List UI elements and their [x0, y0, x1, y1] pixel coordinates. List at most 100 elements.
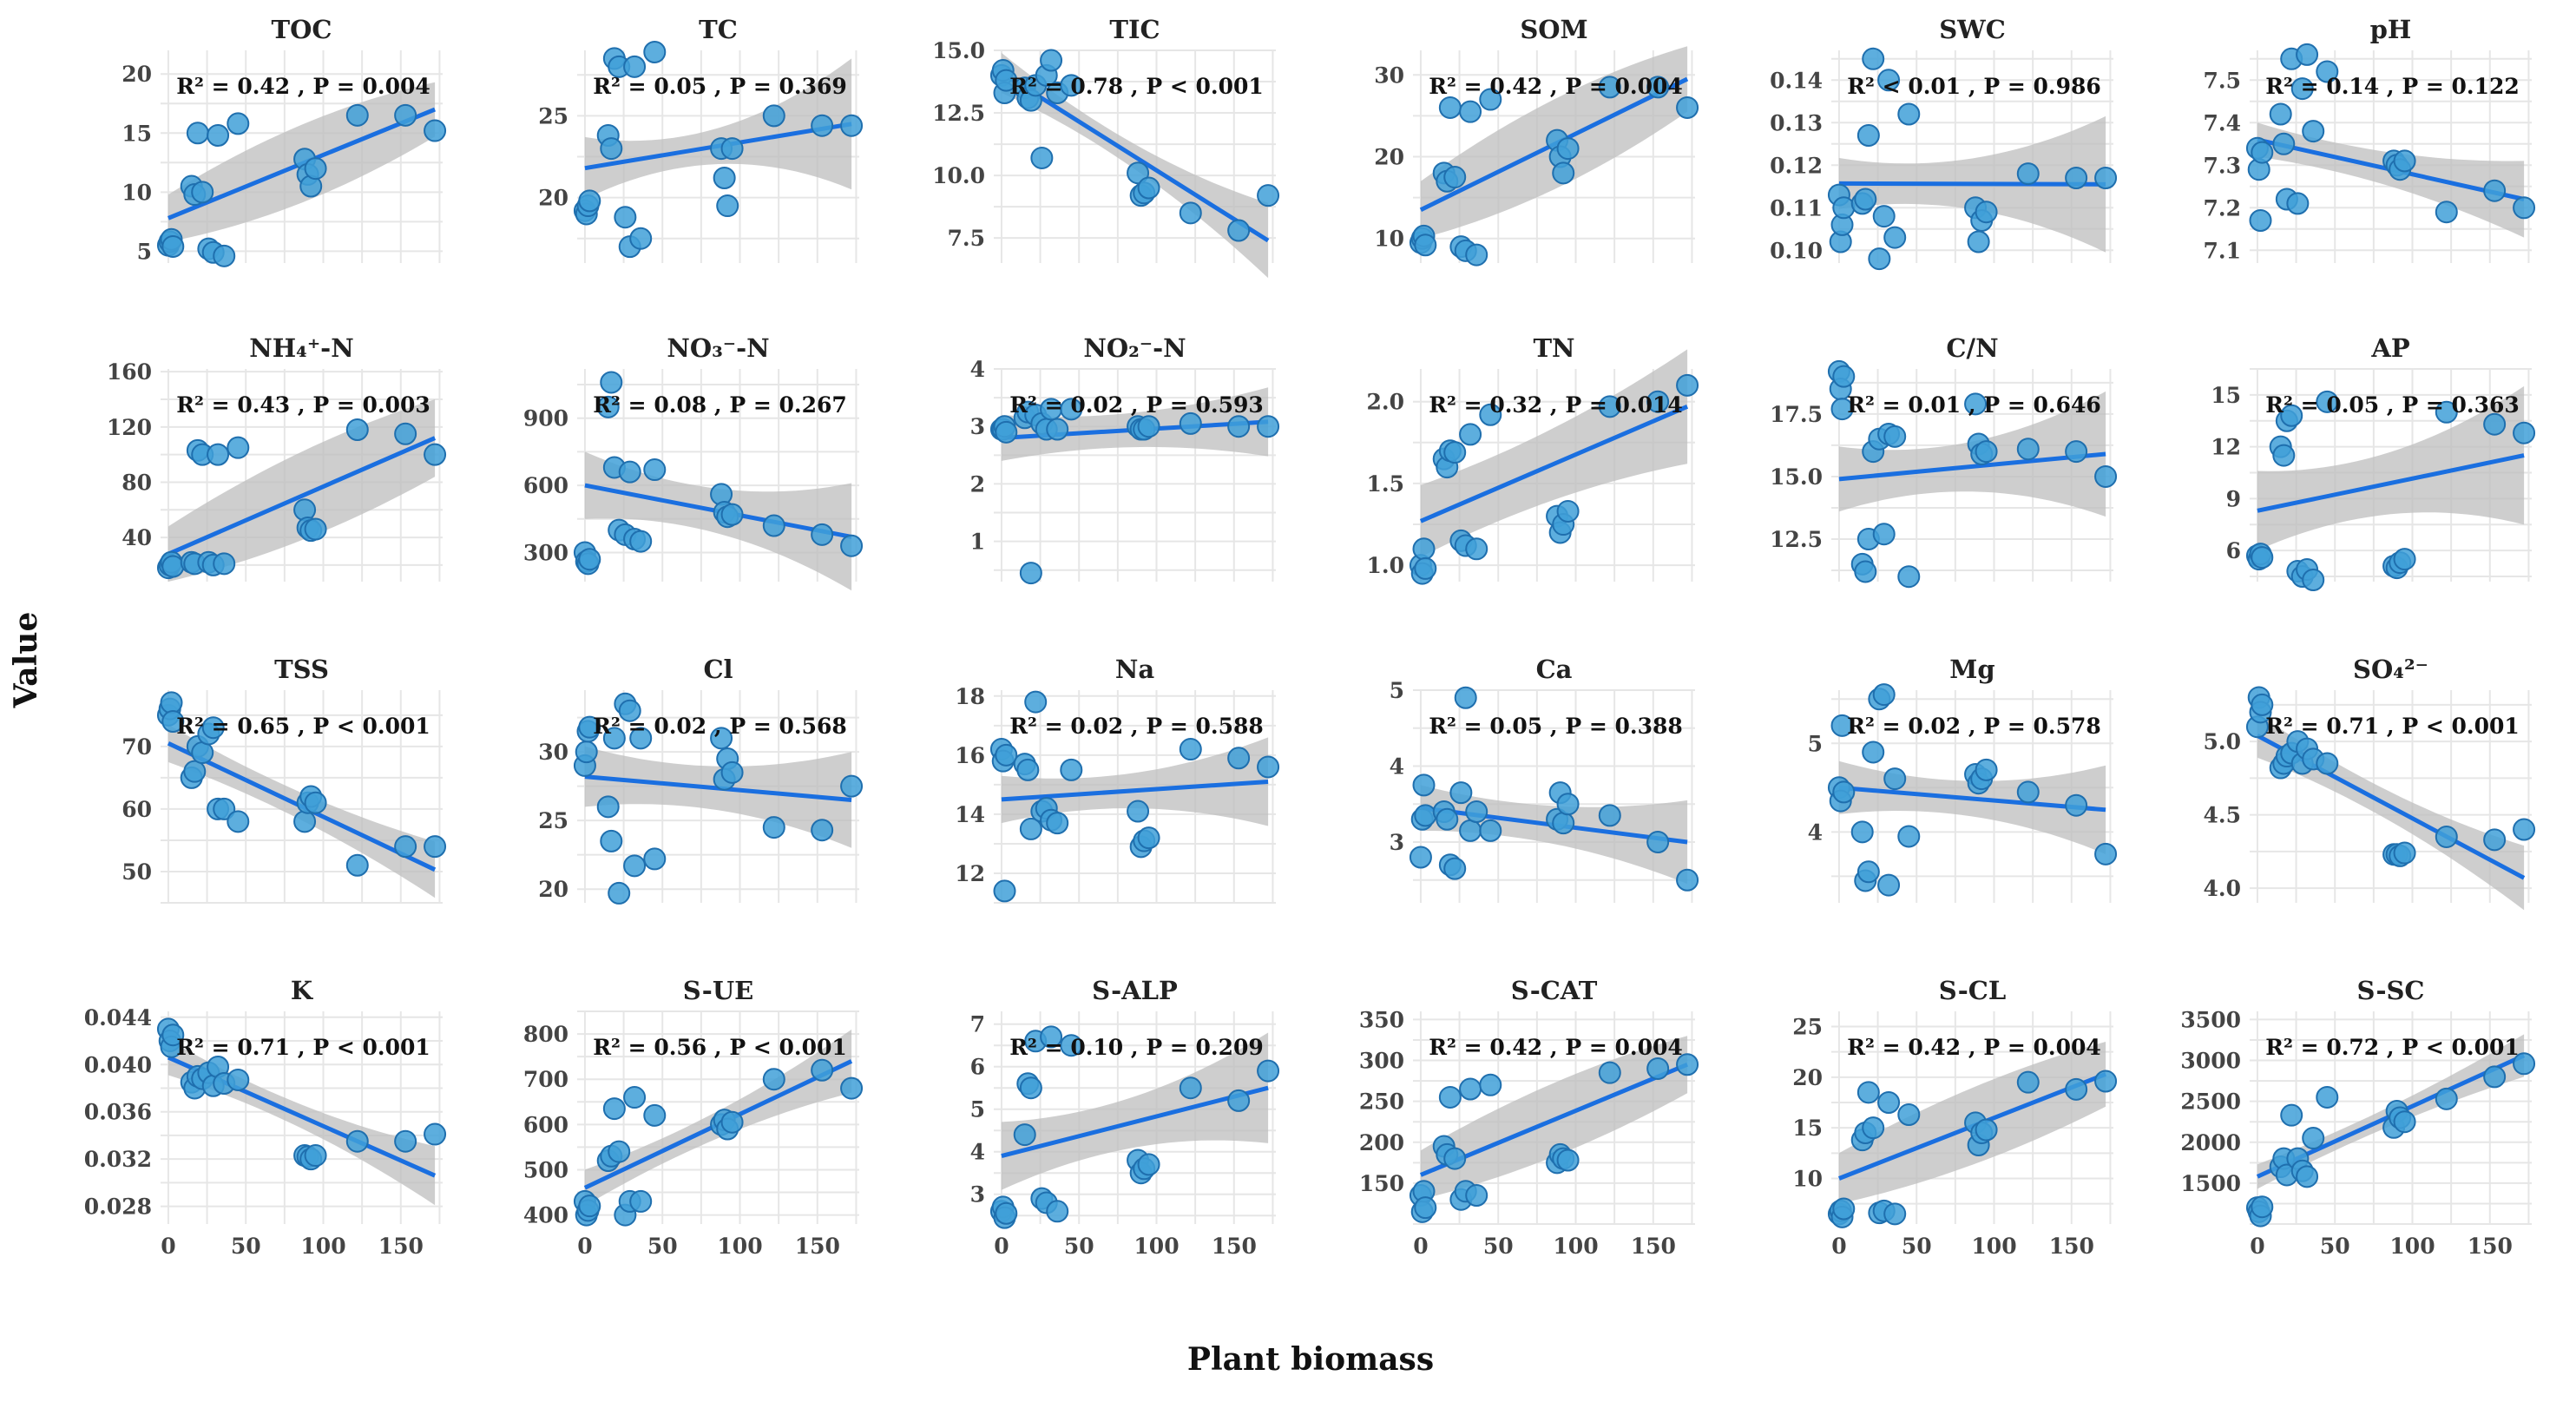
data-point	[840, 114, 864, 137]
regression-line	[1001, 1085, 1269, 1159]
data-point	[995, 743, 1018, 767]
data-point	[1227, 415, 1251, 438]
data-point	[1465, 243, 1488, 267]
data-point	[1459, 1077, 1482, 1101]
y-tick-label: 1.0	[1367, 553, 1405, 578]
data-point	[2016, 780, 2040, 804]
stats-annotation: R² = 0.71 , P < 0.001	[176, 1035, 430, 1060]
data-point	[1883, 226, 1907, 249]
panel-tss: 50 60 70 TSS R² = 0.65 , P < 0.001	[122, 655, 447, 904]
y-tick-label: 4.0	[2204, 876, 2242, 901]
data-point	[643, 41, 667, 63]
data-point	[2251, 693, 2274, 716]
panel-title: SWC	[1939, 15, 2006, 44]
data-point	[1443, 857, 1467, 880]
data-point	[840, 534, 864, 557]
data-point	[1414, 1196, 1437, 1220]
data-point	[2393, 1110, 2416, 1134]
data-point	[1832, 780, 1856, 804]
data-point	[2272, 132, 2296, 155]
data-point	[1877, 69, 1901, 92]
x-tick-label: 0	[1413, 1234, 1428, 1259]
data-point	[1975, 758, 1998, 781]
data-point	[1872, 523, 1896, 546]
stats-annotation: R² = 0.42 , P = 0.004	[176, 74, 430, 99]
data-point	[2435, 400, 2458, 424]
data-point	[2065, 440, 2088, 464]
data-point	[186, 122, 209, 145]
data-point	[2065, 793, 2088, 817]
y-tick-label: 9	[2226, 486, 2241, 511]
data-point	[1137, 1153, 1160, 1176]
stats-annotation: R² = 0.72 , P < 0.001	[2265, 1035, 2520, 1060]
data-point	[1459, 423, 1482, 446]
x-tick-label: 100	[1971, 1234, 2016, 1259]
data-point	[1409, 846, 1432, 869]
data-point	[1967, 230, 1990, 253]
data-point	[345, 418, 369, 441]
data-point	[1179, 201, 1202, 225]
y-tick-label: 0.028	[84, 1195, 152, 1220]
y-tick-label: 4.5	[2204, 803, 2242, 828]
panel-s-cl: 10 15 20 25 0 50 100 150 S-CL R² = 0.42 , P = 0.0…	[1792, 976, 2118, 1259]
data-point	[1868, 247, 1891, 271]
y-tick-label: 2000	[2180, 1130, 2241, 1155]
data-point	[1883, 425, 1907, 448]
y-tick-label: 1	[970, 530, 985, 555]
data-point	[1257, 1059, 1280, 1083]
data-point	[213, 797, 236, 820]
y-tick-label: 0.11	[1770, 195, 1823, 221]
data-point	[1127, 161, 1150, 185]
data-point	[1438, 95, 1462, 119]
data-point	[424, 443, 447, 466]
data-point	[710, 727, 733, 750]
data-point	[1872, 205, 1896, 228]
data-point	[1552, 812, 1575, 835]
data-point	[618, 699, 641, 722]
y-tick-label: 3500	[2180, 1007, 2241, 1032]
x-tick-label: 50	[1483, 1234, 1514, 1259]
data-point	[608, 881, 631, 905]
data-point	[304, 517, 327, 541]
panel-tn: 1.0 1.5 2.0 TN R² = 0.32 , P = 0.014	[1367, 333, 1699, 585]
data-point	[1479, 819, 1502, 842]
stats-annotation: R² = 0.43 , P = 0.003	[176, 392, 430, 418]
y-tick-label: 3000	[2180, 1049, 2241, 1074]
data-point	[2302, 1127, 2325, 1150]
data-point	[1454, 686, 1477, 709]
stats-annotation: R² = 0.05 , P = 0.388	[1429, 714, 1683, 739]
data-point	[2251, 546, 2274, 569]
x-tick-label: 50	[647, 1234, 678, 1259]
data-point	[213, 552, 236, 576]
stats-annotation: R² = 0.42 , P = 0.004	[1429, 1035, 1683, 1060]
y-tick-label: 7.4	[2204, 110, 2242, 135]
y-tick-label: 5	[970, 1097, 985, 1122]
y-tick-label: 20	[122, 62, 152, 87]
y-tick-label: 5.0	[2204, 729, 2242, 754]
data-point	[1046, 418, 1069, 441]
data-point	[1436, 807, 1459, 831]
y-tick-label: 600	[523, 1112, 568, 1137]
data-point	[1975, 1118, 1998, 1142]
panel-title: NO₂⁻-N	[1083, 333, 1186, 363]
data-point	[578, 189, 601, 213]
data-point	[345, 1129, 369, 1153]
data-point	[213, 244, 236, 267]
data-point	[995, 1201, 1018, 1225]
data-point	[643, 847, 667, 871]
y-tick-label: 20	[538, 186, 568, 211]
data-point	[227, 1068, 250, 1091]
data-point	[2016, 438, 2040, 461]
y-tick-label: 5	[1390, 678, 1404, 703]
x-tick-label: 0	[1831, 1234, 1846, 1259]
data-point	[1676, 868, 1699, 892]
panel-mg: 4 5 Mg R² = 0.02 , P = 0.578	[1808, 655, 2118, 903]
data-point	[227, 810, 250, 833]
y-tick-label: 15	[2211, 383, 2241, 408]
panel-title: SOM	[1520, 15, 1587, 44]
y-tick-label: 7	[970, 1012, 985, 1037]
stats-annotation: R² = 0.02 , P = 0.588	[1009, 714, 1264, 739]
data-point	[2269, 102, 2292, 126]
data-point	[629, 530, 653, 553]
panel-s-ue: 400 500 600 700 800 0 50 100 150 S-UE R² = 0.56 , …	[523, 976, 864, 1259]
